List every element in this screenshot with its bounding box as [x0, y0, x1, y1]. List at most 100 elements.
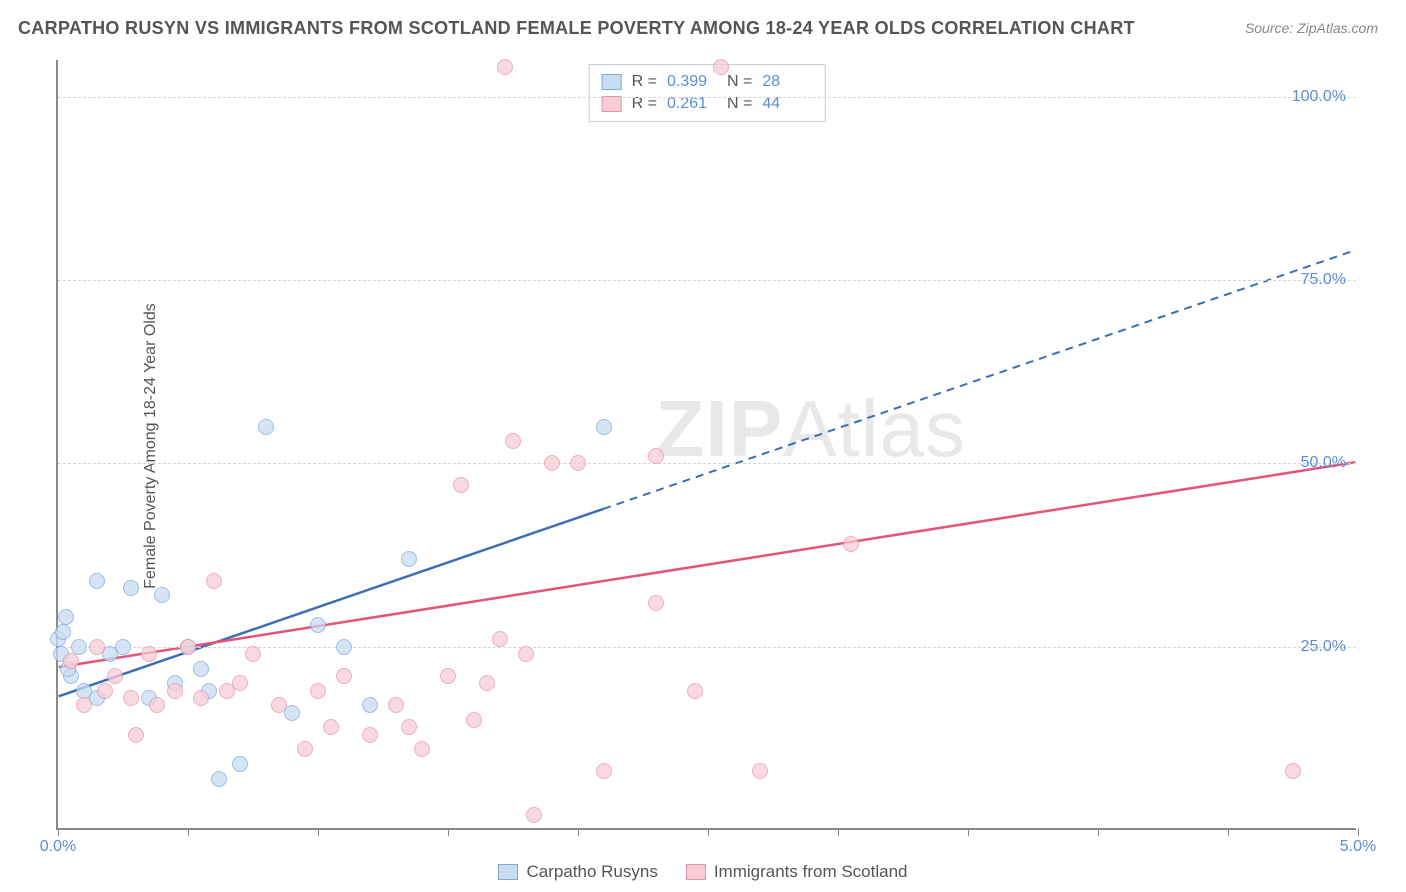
- scatter-point: [258, 419, 274, 435]
- scatter-point: [544, 455, 560, 471]
- scatter-point: [97, 683, 113, 699]
- x-tick: [1358, 828, 1359, 836]
- scatter-point: [115, 639, 131, 655]
- stat-n-label: N =: [727, 73, 752, 91]
- x-tick-label: 5.0%: [1340, 838, 1376, 856]
- gridline: [58, 97, 1356, 98]
- scatter-point: [193, 661, 209, 677]
- scatter-point: [154, 587, 170, 603]
- scatter-point: [479, 675, 495, 691]
- y-tick-label: 25.0%: [1301, 638, 1346, 656]
- scatter-point: [149, 697, 165, 713]
- scatter-point: [648, 595, 664, 611]
- source-attribution: Source: ZipAtlas.com: [1245, 20, 1378, 36]
- scatter-point: [167, 683, 183, 699]
- series-swatch: [602, 74, 622, 90]
- watermark: ZIPAtlas: [656, 383, 966, 475]
- stats-legend-box: R = 0.399 N = 28 R = 0.261 N = 44: [589, 64, 826, 122]
- x-tick: [578, 828, 579, 836]
- series-swatch: [602, 96, 622, 112]
- scatter-point: [271, 697, 287, 713]
- scatter-point: [310, 617, 326, 633]
- scatter-point: [89, 573, 105, 589]
- scatter-point: [123, 580, 139, 596]
- scatter-point: [492, 631, 508, 647]
- bottom-legend: Carpatho Rusyns Immigrants from Scotland: [0, 862, 1406, 882]
- scatter-point: [453, 477, 469, 493]
- x-tick: [968, 828, 969, 836]
- scatter-point: [414, 741, 430, 757]
- stat-n-label: N =: [727, 95, 752, 113]
- plot-area: ZIPAtlas R = 0.399 N = 28 R = 0.261 N = 44 25.0…: [56, 60, 1356, 830]
- scatter-point: [440, 668, 456, 684]
- scatter-point: [401, 551, 417, 567]
- y-tick-label: 100.0%: [1292, 88, 1346, 106]
- stat-r-label: R =: [632, 73, 657, 91]
- regression-lines: [58, 60, 1356, 828]
- gridline: [58, 280, 1356, 281]
- x-tick: [58, 828, 59, 836]
- x-tick: [448, 828, 449, 836]
- scatter-point: [123, 690, 139, 706]
- scatter-point: [388, 697, 404, 713]
- scatter-point: [245, 646, 261, 662]
- scatter-point: [843, 536, 859, 552]
- scatter-point: [596, 763, 612, 779]
- scatter-point: [497, 59, 513, 75]
- scatter-point: [193, 690, 209, 706]
- scatter-point: [107, 668, 123, 684]
- scatter-point: [141, 646, 157, 662]
- scatter-point: [336, 639, 352, 655]
- legend-label: Immigrants from Scotland: [714, 862, 908, 882]
- scatter-point: [570, 455, 586, 471]
- scatter-point: [232, 756, 248, 772]
- x-tick: [1228, 828, 1229, 836]
- scatter-point: [401, 719, 417, 735]
- scatter-point: [323, 719, 339, 735]
- scatter-point: [518, 646, 534, 662]
- stat-n-value: 44: [762, 95, 812, 113]
- legend-swatch: [498, 864, 518, 880]
- legend-swatch: [686, 864, 706, 880]
- stats-row: R = 0.399 N = 28: [602, 71, 813, 93]
- legend-label: Carpatho Rusyns: [526, 862, 657, 882]
- scatter-point: [1285, 763, 1301, 779]
- y-tick-label: 50.0%: [1301, 454, 1346, 472]
- scatter-point: [63, 653, 79, 669]
- scatter-point: [55, 624, 71, 640]
- scatter-point: [687, 683, 703, 699]
- scatter-point: [596, 419, 612, 435]
- legend-item: Carpatho Rusyns: [498, 862, 657, 882]
- chart-title: CARPATHO RUSYN VS IMMIGRANTS FROM SCOTLA…: [18, 18, 1135, 39]
- scatter-point: [71, 639, 87, 655]
- stat-r-value: 0.399: [667, 73, 717, 91]
- x-tick: [318, 828, 319, 836]
- scatter-point: [206, 573, 222, 589]
- x-tick: [1098, 828, 1099, 836]
- x-tick: [188, 828, 189, 836]
- scatter-point: [232, 675, 248, 691]
- scatter-point: [505, 433, 521, 449]
- scatter-point: [648, 448, 664, 464]
- x-tick: [838, 828, 839, 836]
- scatter-point: [526, 807, 542, 823]
- stat-r-value: 0.261: [667, 95, 717, 113]
- gridline: [58, 463, 1356, 464]
- y-tick-label: 75.0%: [1301, 271, 1346, 289]
- scatter-point: [297, 741, 313, 757]
- scatter-point: [713, 59, 729, 75]
- scatter-point: [58, 609, 74, 625]
- scatter-point: [76, 697, 92, 713]
- scatter-point: [336, 668, 352, 684]
- scatter-point: [362, 697, 378, 713]
- x-tick: [708, 828, 709, 836]
- x-tick-label: 0.0%: [40, 838, 76, 856]
- scatter-point: [466, 712, 482, 728]
- scatter-point: [89, 639, 105, 655]
- scatter-point: [362, 727, 378, 743]
- scatter-point: [128, 727, 144, 743]
- stat-r-label: R =: [632, 95, 657, 113]
- stat-n-value: 28: [762, 73, 812, 91]
- scatter-point: [310, 683, 326, 699]
- scatter-point: [180, 639, 196, 655]
